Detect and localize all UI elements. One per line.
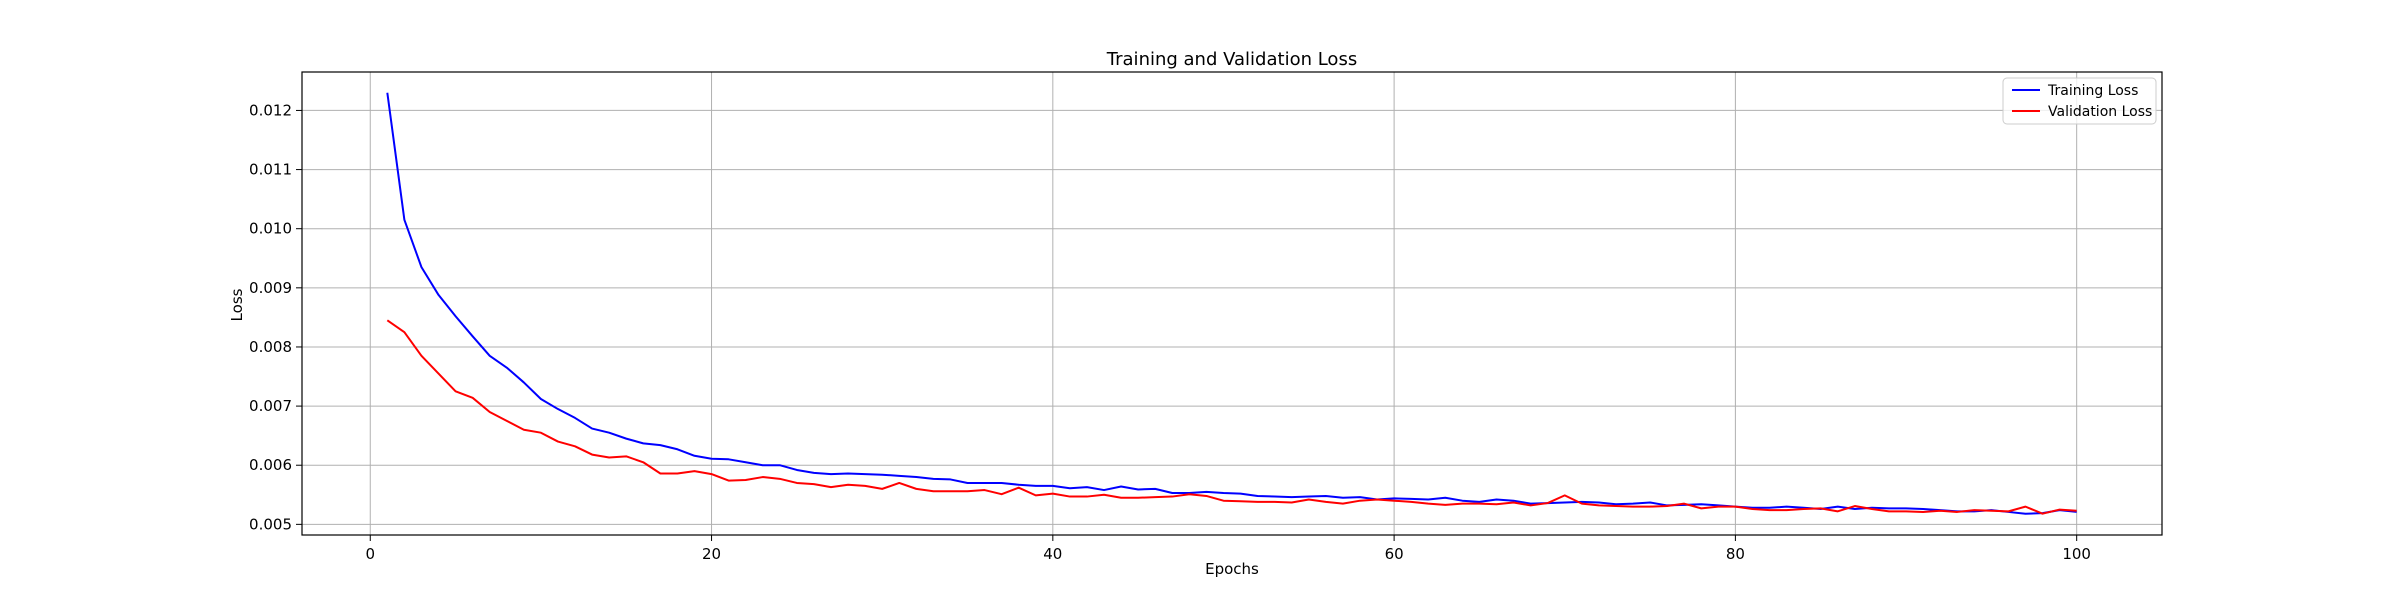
x-axis-label: Epochs <box>1205 560 1259 578</box>
legend-box <box>2002 77 2157 125</box>
series-lines <box>386 92 2077 515</box>
y-axis-label: Loss <box>228 288 246 321</box>
x-tick-label: 60 <box>1385 545 1404 563</box>
series-line-training-loss <box>386 92 2077 515</box>
x-tick-label: 40 <box>1043 545 1062 563</box>
series-line-validation-loss <box>386 319 2077 515</box>
x-tick-label: 20 <box>702 545 721 563</box>
y-tick-label: 0.011 <box>249 161 292 179</box>
x-tick-label: 80 <box>1726 545 1745 563</box>
y-tick-label: 0.008 <box>249 338 292 356</box>
y-tick-label: 0.007 <box>249 397 292 415</box>
x-tick-label: 0 <box>365 545 375 563</box>
ticks: 0 20 40 60 80 100 0.005 0.006 0.007 0.008 0.009 0.0… <box>249 101 2091 563</box>
y-tick-label: 0.005 <box>249 515 292 533</box>
legend-label-training-loss: Training Loss <box>2047 83 2138 99</box>
x-tick-label: 100 <box>2062 545 2091 563</box>
y-tick-label: 0.010 <box>249 220 292 238</box>
chart-title: Training and Validation Loss <box>1106 49 1357 70</box>
y-tick-label: 0.006 <box>249 456 292 474</box>
legend-label-validation-loss: Validation Loss <box>2048 104 2152 120</box>
y-tick-label: 0.012 <box>249 101 292 119</box>
y-tick-label: 0.009 <box>249 279 292 297</box>
legend: Training Loss Validation Loss <box>2002 77 2157 125</box>
grid <box>302 72 2162 535</box>
plot-frame <box>301 71 2163 536</box>
